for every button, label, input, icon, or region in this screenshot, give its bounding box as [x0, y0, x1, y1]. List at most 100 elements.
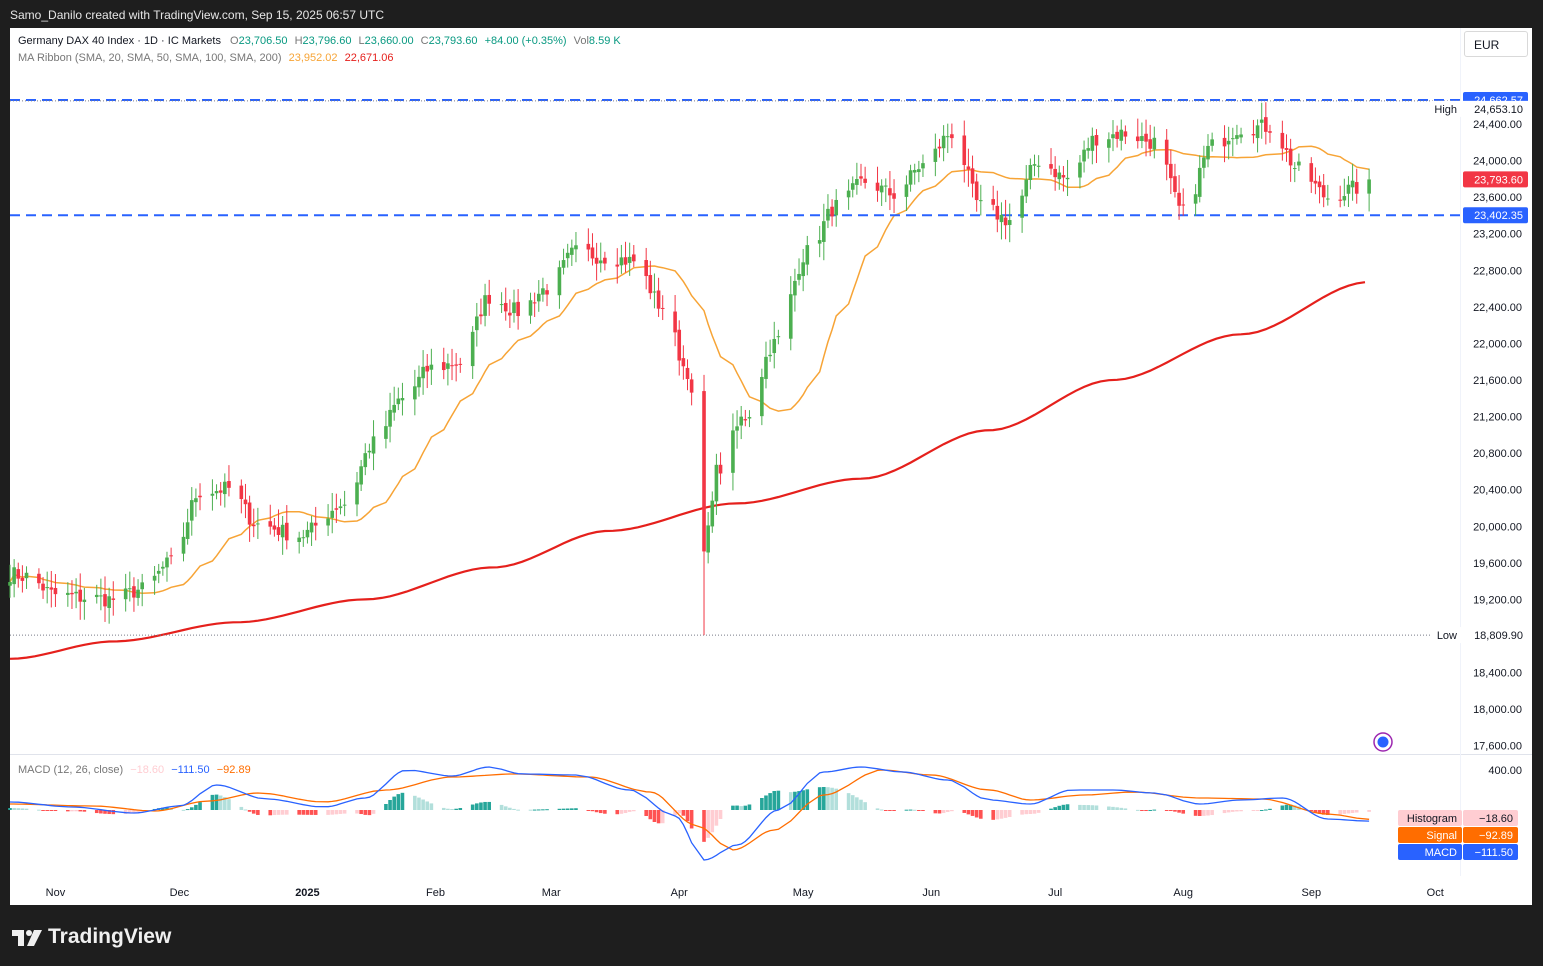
- candle-body: [49, 587, 54, 590]
- candle-body: [962, 135, 967, 166]
- candle-body: [908, 170, 913, 185]
- histogram-bar: [1292, 805, 1297, 810]
- candle-body: [921, 163, 925, 169]
- candle-body: [793, 280, 797, 296]
- histogram-bar: [1078, 804, 1082, 810]
- histogram-bar: [656, 810, 661, 824]
- histogram-bar: [388, 800, 392, 810]
- histogram-bar: [536, 809, 541, 811]
- histogram-bar: [70, 810, 74, 812]
- candle-body: [801, 262, 805, 277]
- time-tick-label: Jul: [1048, 887, 1062, 899]
- candle-body: [338, 506, 343, 509]
- histogram-bar: [256, 810, 260, 815]
- candle-body: [1148, 139, 1152, 149]
- candle-body: [429, 364, 434, 370]
- candle-body: [161, 566, 165, 569]
- histogram-bar: [1028, 810, 1033, 814]
- histogram-bar: [863, 802, 867, 810]
- ma-ribbon-legend[interactable]: MA Ribbon (SMA, 20, SMA, 50, SMA, 100, S…: [18, 52, 394, 64]
- candle-body: [586, 243, 591, 250]
- candle-body: [1135, 136, 1140, 142]
- histogram-bar: [396, 794, 401, 810]
- high-tag-bg: [1430, 100, 1462, 117]
- price-axis: 17,600.0018,000.0018,400.0018,800.0019,2…: [1398, 91, 1528, 860]
- histogram-bar: [1309, 810, 1314, 812]
- candle-body: [1119, 129, 1124, 141]
- histogram-bar: [1007, 810, 1012, 817]
- histogram-bar: [590, 810, 595, 812]
- candle-body: [644, 260, 648, 277]
- candle-body: [243, 499, 248, 505]
- candle-body: [301, 537, 306, 539]
- histogram-bar: [223, 797, 227, 810]
- histogram-bar: [280, 810, 285, 815]
- low-label: L: [358, 35, 365, 47]
- histogram-bar: [136, 810, 140, 813]
- candle-body: [400, 398, 405, 401]
- histogram-bar: [999, 810, 1004, 819]
- candle-body: [136, 589, 140, 598]
- macd-hist-value: −18.60: [130, 764, 165, 776]
- histogram-bar: [185, 809, 190, 811]
- candle-body: [363, 453, 368, 468]
- candle-body: [1082, 149, 1086, 162]
- tradingview-logo-icon: [12, 930, 42, 946]
- chart-frame[interactable]: [10, 28, 1532, 905]
- symbol-legend[interactable]: Germany DAX 40 Index · 1D · IC Markets O…: [18, 35, 621, 47]
- signal-value-tag: [1463, 827, 1518, 843]
- candle-body: [74, 591, 78, 594]
- candle-body: [627, 256, 632, 263]
- histogram-bar: [243, 809, 248, 811]
- currency-button[interactable]: EUR: [1464, 31, 1528, 57]
- histogram-bar: [516, 809, 520, 811]
- candle-body: [883, 185, 888, 187]
- macd-legend[interactable]: MACD (12, 26, close) −18.60 −111.50 −92.…: [18, 764, 251, 776]
- brand-name: TradingView: [48, 925, 172, 948]
- histogram-bar: [598, 810, 603, 814]
- histogram-bar: [1313, 810, 1318, 813]
- low-value: 23,660.00: [364, 35, 414, 47]
- candle-body: [1202, 157, 1206, 168]
- candle-body: [194, 498, 198, 503]
- candle-body: [1193, 194, 1198, 204]
- candle-body: [503, 302, 508, 312]
- histogram-bar: [615, 810, 620, 815]
- histogram-bar: [458, 808, 463, 810]
- candle-body: [1321, 185, 1326, 198]
- candle-body: [8, 582, 12, 586]
- candle-body: [541, 288, 545, 295]
- histogram-bar: [718, 810, 723, 819]
- time-tick-label: Mar: [542, 887, 561, 899]
- histogram-bar: [1284, 804, 1289, 810]
- candle-body: [912, 169, 917, 173]
- histogram-bar: [45, 810, 49, 811]
- candle-body: [1094, 135, 1099, 146]
- time-tick-label: Sep: [1301, 887, 1321, 899]
- candle-body: [1181, 204, 1186, 206]
- candle-body: [1342, 196, 1347, 201]
- price-tick-label: 20,400.00: [1473, 485, 1522, 497]
- histogram-bar: [1367, 810, 1371, 812]
- histogram-bar: [16, 808, 21, 810]
- histogram-bar: [545, 809, 549, 811]
- candle-body: [590, 247, 595, 259]
- histogram-bar: [933, 810, 938, 814]
- histogram-bar: [586, 810, 591, 811]
- histogram-bar: [446, 808, 450, 810]
- low-tag-bg: [1430, 627, 1462, 644]
- histogram-bar: [541, 809, 545, 811]
- candle-body: [454, 364, 458, 366]
- candle-body: [1036, 165, 1041, 167]
- candle-body: [342, 504, 347, 506]
- histogram-bar: [764, 795, 768, 810]
- histogram-bar: [1354, 810, 1359, 813]
- candle-body: [797, 273, 801, 280]
- histogram-bar: [313, 810, 318, 815]
- candle-body: [1297, 161, 1301, 166]
- histogram-bar: [776, 790, 781, 810]
- macd-name-tag: [1398, 844, 1462, 860]
- histogram-bar: [917, 810, 921, 811]
- candle-body: [941, 135, 946, 149]
